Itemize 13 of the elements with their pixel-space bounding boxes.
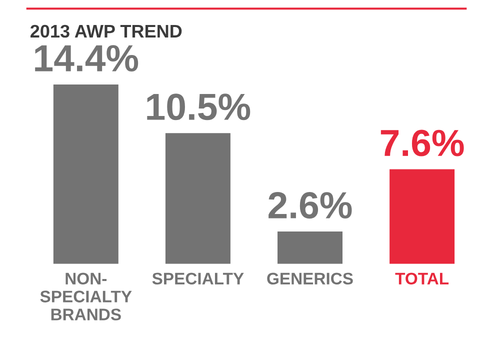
data-label: 7.6% <box>380 130 464 156</box>
x-tick-label: NON- SPECIALTY BRANDS <box>40 272 132 320</box>
x-tick-label: SPECIALTY <box>152 272 244 284</box>
x-tick-label: TOTAL <box>395 272 449 284</box>
data-label: 2.6% <box>268 192 352 219</box>
bar <box>165 133 230 264</box>
x-tick-label: GENERICS <box>267 272 353 284</box>
data-label: 14.4% <box>35 45 138 72</box>
chart-title: 2013 AWP TREND <box>30 24 182 38</box>
bar <box>278 232 342 264</box>
data-label: 10.5% <box>147 94 250 120</box>
bar <box>53 84 118 264</box>
bar <box>390 169 455 264</box>
